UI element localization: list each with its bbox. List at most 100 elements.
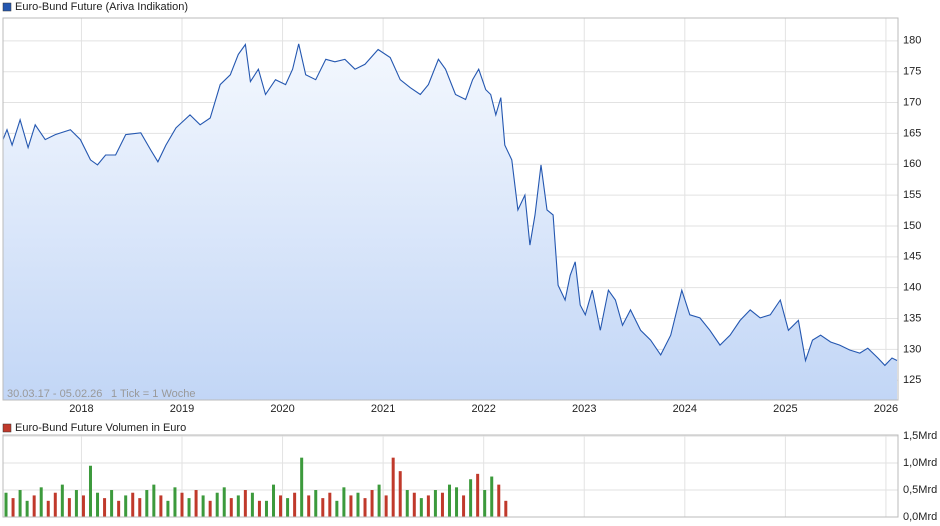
annotation: 1 Tick = 1 Woche	[111, 388, 195, 400]
volume-bar	[215, 492, 219, 517]
volume-bar	[412, 492, 416, 517]
x-tick-label: 2019	[170, 403, 194, 415]
volume-bar	[307, 495, 311, 517]
y-tick-label: 130	[903, 343, 921, 355]
annotation: 30.03.17 - 05.02.26	[7, 388, 102, 400]
volume-bar	[46, 500, 50, 517]
volume-bar	[398, 471, 402, 517]
x-tick-label: 2018	[69, 403, 93, 415]
legend-swatch	[2, 2, 12, 12]
volume-bar	[25, 500, 29, 517]
volume-bar	[166, 500, 170, 517]
volume-bar	[440, 492, 444, 517]
volume-bar	[314, 490, 318, 517]
volume-bar	[32, 495, 36, 517]
y-tick-label: 1,5Mrd	[903, 430, 937, 442]
legend-label: Euro-Bund Future (Ariva Indikation)	[15, 1, 188, 13]
y-tick-label: 155	[903, 189, 921, 201]
y-tick-label: 170	[903, 96, 921, 108]
volume-bar	[145, 490, 149, 517]
volume-bar	[426, 495, 430, 517]
volume-bar	[377, 484, 381, 517]
volume-bar	[419, 498, 423, 517]
volume-bar	[117, 500, 121, 517]
volume-bar	[342, 487, 346, 517]
volume-bar	[173, 487, 177, 517]
plot-border	[2, 17, 899, 401]
y-tick-label: 180	[903, 35, 921, 47]
volume-bar	[229, 498, 233, 517]
plot-border	[2, 434, 899, 518]
volume-bar	[201, 495, 205, 517]
volume-bar	[103, 498, 107, 517]
volume-bar	[81, 495, 85, 517]
volume-bar	[131, 492, 135, 517]
volume-bar	[356, 492, 360, 517]
area	[3, 43, 897, 401]
volume-bar	[335, 500, 339, 517]
volume-bar	[497, 484, 501, 517]
volume-bar	[279, 495, 283, 517]
volume-bar	[96, 492, 100, 517]
volume-bar	[257, 500, 261, 517]
volume-bar	[490, 476, 494, 517]
volume-bar	[222, 487, 226, 517]
volume-bar	[447, 484, 451, 517]
y-tick-label: 135	[903, 312, 921, 324]
volume-bar	[483, 490, 487, 517]
y-tick-label: 125	[903, 374, 921, 386]
volume-bar	[194, 490, 198, 517]
volume-bar	[159, 495, 163, 517]
y-tick-label: 0,0Mrd	[903, 511, 937, 523]
y-tick-label: 165	[903, 127, 921, 139]
volume-bar	[469, 479, 473, 517]
volume-bar	[11, 498, 15, 517]
volume-bar	[405, 490, 409, 517]
volume-bar	[504, 500, 508, 517]
y-tick-label: 150	[903, 220, 921, 232]
y-tick-label: 0,5Mrd	[903, 484, 937, 496]
volume-bar	[391, 457, 395, 517]
volume-bar	[110, 490, 114, 517]
legend-swatch	[2, 423, 12, 433]
volume-bar	[67, 498, 71, 517]
volume-bar	[187, 498, 191, 517]
volume-bar	[328, 492, 332, 517]
legend-label: Euro-Bund Future Volumen in Euro	[15, 422, 186, 434]
volume-bar	[300, 457, 304, 517]
x-tick-label: 2021	[371, 403, 395, 415]
y-tick-label: 145	[903, 251, 921, 263]
price-line	[2, 43, 898, 367]
volume-bar	[363, 498, 367, 517]
volume-bar	[18, 490, 22, 517]
volume-bar	[476, 473, 480, 517]
volume-bar	[321, 498, 325, 517]
volume-bar	[88, 465, 92, 517]
volume-bar	[138, 498, 142, 517]
x-tick-label: 2025	[773, 403, 797, 415]
volume-bar	[349, 495, 353, 517]
volume-bar	[293, 492, 297, 517]
y-tick-label: 160	[903, 158, 921, 170]
x-tick-label: 2024	[673, 403, 697, 415]
volume-bar	[264, 500, 268, 517]
volume-bar	[433, 490, 437, 517]
volume-bar	[370, 490, 374, 517]
volume-bar	[286, 498, 290, 517]
x-tick-label: 2020	[270, 403, 294, 415]
volume-bar	[39, 487, 43, 517]
x-tick-label: 2022	[471, 403, 495, 415]
volume-bar	[152, 484, 156, 517]
volume-bar	[455, 487, 459, 517]
volume-bar	[236, 495, 240, 517]
volume-bar	[4, 492, 8, 517]
y-tick-label: 1,0Mrd	[903, 457, 937, 469]
volume-bar	[462, 495, 466, 517]
volume-bar	[124, 495, 128, 517]
volume-bar	[243, 490, 247, 517]
volume-bar	[180, 492, 184, 517]
volume-bar	[60, 484, 64, 517]
x-tick-label: 2026	[874, 403, 898, 415]
volume-bar	[74, 490, 78, 517]
